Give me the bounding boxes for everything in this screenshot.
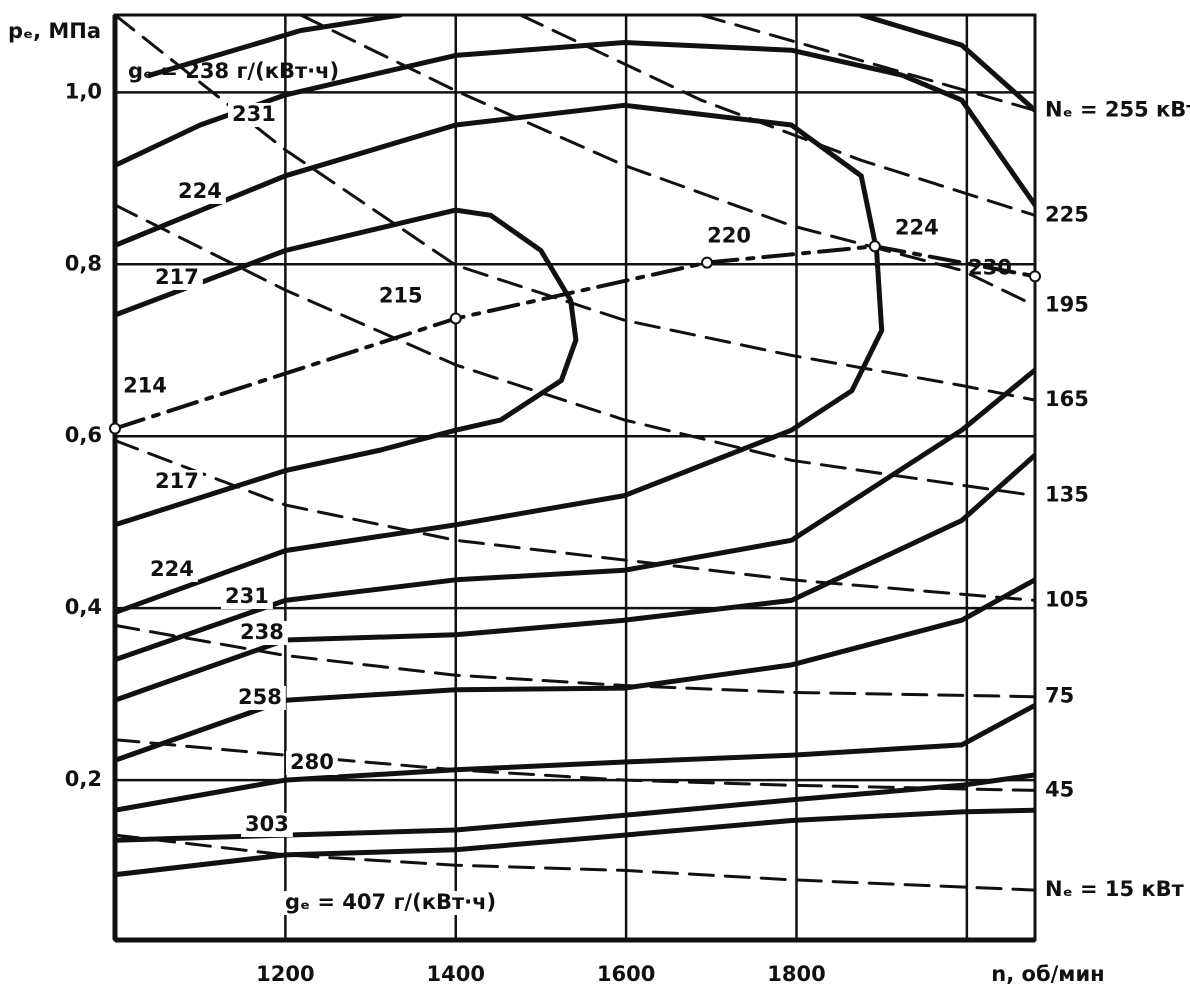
- solid-line: [115, 702, 1035, 813]
- solid-line: [115, 207, 579, 528]
- power-label: 135: [1045, 483, 1089, 507]
- x-axis-label: n, об/мин: [991, 962, 1104, 986]
- optimum-point: [1029, 270, 1041, 283]
- power-label: 195: [1045, 293, 1089, 317]
- solid-line: [115, 807, 1035, 878]
- label-bg: [234, 686, 286, 710]
- y-tick-label: 0,8: [65, 251, 102, 275]
- y-tick-label: 1,0: [65, 79, 102, 103]
- optimum-point: [868, 240, 881, 253]
- dashed-line: [699, 15, 1035, 112]
- x-tick-label: 1200: [256, 962, 314, 986]
- optimum-point: [109, 422, 121, 435]
- contour-label: 217: [155, 265, 199, 289]
- point-label: 230: [968, 255, 1012, 279]
- contour-label: 258: [238, 685, 282, 709]
- power-label: Nₑ = 255 кВт: [1045, 97, 1190, 121]
- contour-label: 231: [225, 584, 269, 608]
- label-bg: [174, 180, 226, 204]
- optimum-point: [449, 312, 462, 325]
- dashed-line: [299, 15, 1035, 308]
- optimum-point: [701, 256, 714, 269]
- power-label: 105: [1045, 587, 1089, 611]
- power-label: Nₑ = 15 кВт: [1045, 877, 1185, 901]
- label-bg: [151, 266, 203, 290]
- label-bg: [221, 585, 273, 609]
- contour-label: 303: [245, 812, 289, 836]
- curves: [115, 15, 1035, 892]
- power-label: 75: [1045, 684, 1074, 708]
- power-label: 45: [1045, 777, 1074, 801]
- dashed-line: [115, 738, 1035, 792]
- contour-label: gₑ = 407 г/(кВт·ч): [285, 890, 496, 914]
- y-tick-label: 0,4: [65, 595, 102, 619]
- contour-label: 217: [155, 469, 199, 493]
- annotation: gₑ = 238 г/(кВт·ч): [128, 59, 339, 83]
- x-tick-label: 1800: [767, 962, 825, 986]
- point-label: 214: [123, 373, 167, 397]
- contour-label: 224: [150, 557, 194, 581]
- label-bg: [281, 891, 501, 915]
- dashed-line: [115, 623, 1035, 699]
- point-label: 224: [895, 215, 939, 239]
- contour-label: 224: [178, 179, 222, 203]
- dashed-line: [115, 15, 1035, 402]
- point-label: 215: [379, 283, 423, 307]
- contour-label: 238: [240, 620, 284, 644]
- label-bg: [286, 751, 338, 775]
- label-bg: [241, 813, 293, 837]
- y-tick-label: 0,2: [65, 767, 102, 791]
- contour-label: 280: [290, 750, 334, 774]
- label-bg: [228, 103, 280, 127]
- point-label: 220: [707, 224, 751, 248]
- label-bg: [146, 558, 198, 582]
- contour-label: 231: [232, 102, 276, 126]
- dashed-line: [115, 833, 1035, 892]
- x-tick-label: 1600: [597, 962, 655, 986]
- y-axis-label: pₑ, МПа: [8, 19, 101, 43]
- label-bg: [236, 621, 288, 645]
- power-label: 225: [1045, 202, 1089, 226]
- power-label: 165: [1045, 387, 1089, 411]
- label-bg: [151, 470, 203, 494]
- x-tick-label: 1400: [427, 962, 485, 986]
- dashed-line: [115, 203, 1035, 498]
- y-tick-label: 0,6: [65, 423, 102, 447]
- solid-line: [115, 102, 885, 615]
- dashed-line: [115, 439, 1035, 602]
